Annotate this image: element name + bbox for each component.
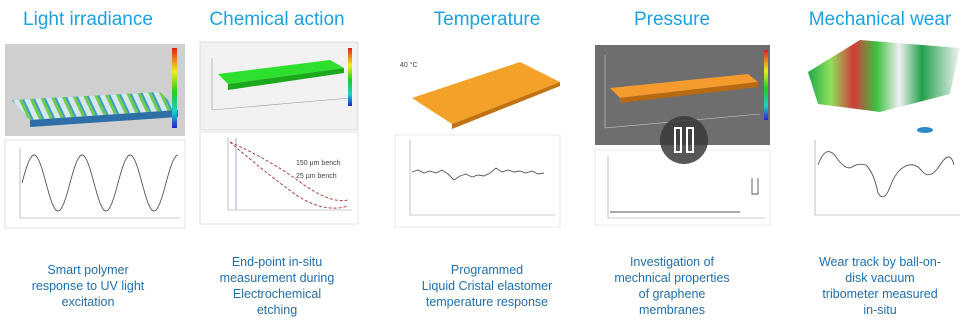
panel-title: Mechanical wear [809, 9, 952, 30]
panel-title: Temperature [434, 9, 541, 30]
caption-line: Smart polymer [47, 263, 128, 277]
surface-image [5, 44, 185, 136]
caption-line: Investigation of [630, 255, 715, 269]
caption-line: response to UV light [32, 279, 145, 293]
page: Light irradiance Smart polymer response to… [0, 0, 975, 325]
plot-image [395, 135, 560, 227]
caption-line: in-situ [863, 303, 896, 317]
caption-line: Electrochemical [233, 287, 321, 301]
caption-line: disk vacuum [845, 271, 914, 285]
caption-line: of graphene [639, 287, 706, 301]
panel-title: Chemical action [209, 9, 344, 30]
panel-title: Pressure [634, 9, 710, 30]
caption-line: Liquid Cristal elastomer [422, 279, 553, 293]
caption-line: End-point in-situ [232, 255, 322, 269]
pause-button[interactable] [660, 116, 708, 164]
caption-line: measurement during [220, 271, 335, 285]
caption-line: etching [257, 303, 297, 317]
surface-image [808, 40, 960, 112]
caption-line: Wear track by ball-on- [819, 255, 941, 269]
plot-image [5, 140, 185, 228]
annotation: 40 °C [400, 61, 418, 69]
caption-line: excitation [62, 295, 115, 309]
surface-image [412, 62, 560, 129]
panel-title: Light irradiance [23, 9, 153, 30]
caption-line: membranes [639, 303, 705, 317]
annotation: 25 µm bench [296, 173, 337, 180]
plot-image [805, 125, 963, 220]
caption-line: temperature response [426, 295, 548, 309]
caption-line: mechnical properties [614, 271, 729, 285]
annotation: 150 µm bench [296, 160, 341, 167]
surface-image [200, 42, 358, 130]
caption-line: tribometer measured [822, 287, 937, 301]
caption-line: Programmed [451, 263, 523, 277]
slide: Light irradiance Smart polymer response to… [0, 0, 975, 325]
